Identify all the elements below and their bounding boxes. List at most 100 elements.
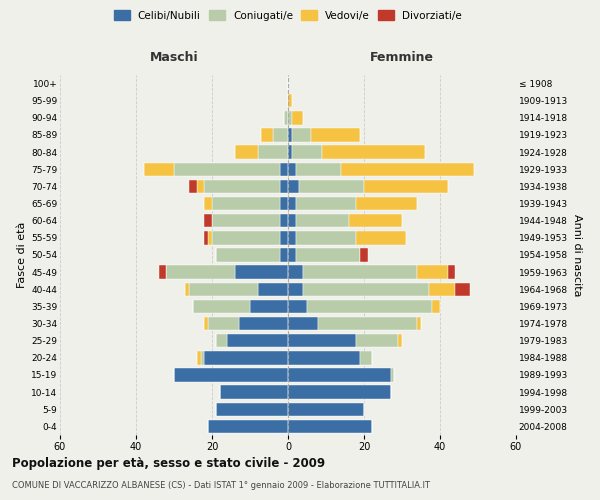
Bar: [299, 180, 364, 193]
Bar: [143, 162, 174, 176]
Bar: [433, 300, 440, 313]
Bar: [356, 334, 398, 347]
Bar: [273, 128, 288, 141]
Bar: [288, 300, 307, 313]
Bar: [288, 386, 391, 399]
Bar: [166, 266, 235, 279]
Bar: [280, 180, 288, 193]
Bar: [288, 402, 364, 416]
Bar: [288, 282, 303, 296]
Bar: [174, 162, 280, 176]
Bar: [280, 248, 288, 262]
Bar: [391, 368, 394, 382]
Bar: [205, 351, 288, 364]
Bar: [455, 282, 470, 296]
Bar: [208, 317, 239, 330]
Bar: [360, 351, 371, 364]
Bar: [296, 162, 341, 176]
Bar: [288, 94, 292, 108]
Text: COMUNE DI VACCARIZZO ALBANESE (CS) - Dati ISTAT 1° gennaio 2009 - Elaborazione T: COMUNE DI VACCARIZZO ALBANESE (CS) - Dat…: [12, 481, 430, 490]
Bar: [212, 231, 280, 244]
Bar: [360, 248, 368, 262]
Bar: [257, 146, 288, 159]
Bar: [193, 300, 250, 313]
Bar: [280, 214, 288, 228]
Bar: [322, 146, 425, 159]
Bar: [159, 266, 166, 279]
Bar: [288, 162, 296, 176]
Bar: [235, 266, 288, 279]
Bar: [288, 214, 296, 228]
Bar: [216, 402, 288, 416]
Bar: [208, 420, 288, 433]
Text: Maschi: Maschi: [149, 51, 199, 64]
Bar: [288, 351, 360, 364]
Bar: [288, 266, 303, 279]
Bar: [296, 197, 356, 210]
Bar: [288, 146, 292, 159]
Bar: [307, 300, 433, 313]
Bar: [288, 111, 292, 124]
Bar: [288, 197, 296, 210]
Bar: [205, 197, 212, 210]
Bar: [303, 282, 428, 296]
Bar: [189, 180, 197, 193]
Bar: [216, 248, 280, 262]
Bar: [212, 197, 280, 210]
Bar: [311, 128, 360, 141]
Bar: [197, 351, 200, 364]
Bar: [280, 231, 288, 244]
Bar: [205, 180, 280, 193]
Bar: [174, 368, 288, 382]
Bar: [288, 317, 319, 330]
Bar: [288, 334, 356, 347]
Bar: [205, 214, 212, 228]
Bar: [239, 317, 288, 330]
Bar: [280, 162, 288, 176]
Bar: [205, 317, 208, 330]
Bar: [292, 128, 311, 141]
Bar: [200, 351, 205, 364]
Bar: [417, 266, 448, 279]
Bar: [205, 231, 208, 244]
Bar: [292, 111, 303, 124]
Bar: [356, 231, 406, 244]
Bar: [257, 282, 288, 296]
Bar: [197, 180, 205, 193]
Bar: [288, 128, 292, 141]
Legend: Celibi/Nubili, Coniugati/e, Vedovi/e, Divorziati/e: Celibi/Nubili, Coniugati/e, Vedovi/e, Di…: [112, 8, 464, 22]
Y-axis label: Fasce di età: Fasce di età: [17, 222, 27, 288]
Bar: [296, 214, 349, 228]
Bar: [288, 368, 391, 382]
Y-axis label: Anni di nascita: Anni di nascita: [572, 214, 582, 296]
Bar: [262, 128, 273, 141]
Bar: [235, 146, 257, 159]
Bar: [296, 231, 356, 244]
Bar: [280, 197, 288, 210]
Bar: [296, 248, 360, 262]
Bar: [288, 180, 299, 193]
Bar: [349, 214, 402, 228]
Bar: [227, 334, 288, 347]
Text: Femmine: Femmine: [370, 51, 434, 64]
Bar: [208, 231, 212, 244]
Text: Popolazione per età, sesso e stato civile - 2009: Popolazione per età, sesso e stato civil…: [12, 458, 325, 470]
Bar: [448, 266, 455, 279]
Bar: [185, 282, 189, 296]
Bar: [250, 300, 288, 313]
Bar: [288, 420, 371, 433]
Bar: [428, 282, 455, 296]
Bar: [216, 334, 227, 347]
Bar: [292, 146, 322, 159]
Bar: [288, 231, 296, 244]
Bar: [284, 111, 288, 124]
Bar: [364, 180, 448, 193]
Bar: [220, 386, 288, 399]
Bar: [398, 334, 402, 347]
Bar: [417, 317, 421, 330]
Bar: [288, 248, 296, 262]
Bar: [303, 266, 417, 279]
Bar: [341, 162, 474, 176]
Bar: [319, 317, 417, 330]
Bar: [212, 214, 280, 228]
